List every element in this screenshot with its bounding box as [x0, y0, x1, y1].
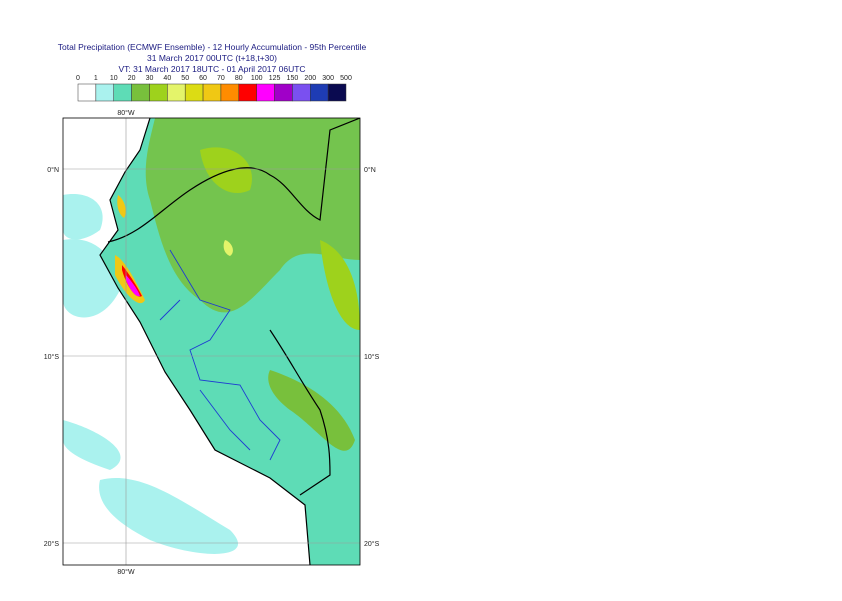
- map-frame: [62, 117, 361, 566]
- colorbar-box: [327, 83, 347, 102]
- colorbar-label: 70: [217, 75, 225, 82]
- title-line: Total Precipitation (ECMWF Ensemble) - 1…: [58, 42, 367, 52]
- colorbar-label: 100: [251, 75, 263, 82]
- colorbar-label: 60: [199, 75, 207, 82]
- colorbar-label: 300: [322, 75, 334, 82]
- lat-label: 20°S: [44, 540, 60, 548]
- colorbar-label: 50: [181, 75, 189, 82]
- colorbar-box: [184, 83, 204, 102]
- colorbar-label: 125: [269, 75, 281, 82]
- colorbar-label: 1: [94, 75, 98, 82]
- map-area: [63, 118, 360, 565]
- colorbar-box: [238, 83, 257, 102]
- colorbar-box: [131, 83, 150, 102]
- colorbar-box: [220, 83, 240, 102]
- colorbar-box: [274, 83, 293, 102]
- colorbar-box: [167, 83, 186, 102]
- colorbar: 0 1 10 20 30 40 50 60 70 80 100 125 150 200 300 500: [76, 75, 352, 102]
- colorbar-box: [256, 83, 275, 102]
- lat-label: 0°N: [47, 166, 59, 174]
- title-line: VT: 31 March 2017 18UTC - 01 April 2017 …: [118, 64, 305, 74]
- colorbar-label: 10: [110, 75, 118, 82]
- colorbar-box: [149, 83, 168, 102]
- lat-label: 20°S: [364, 540, 380, 548]
- colorbar-box: [77, 83, 97, 102]
- colorbar-box: [113, 83, 132, 102]
- title-line: 31 March 2017 00UTC (t+18,t+30): [147, 53, 277, 63]
- colorbar-label: 500: [340, 75, 352, 82]
- lat-label: 0°N: [364, 166, 376, 174]
- colorbar-label: 200: [304, 75, 316, 82]
- colorbar-label: 20: [128, 75, 136, 82]
- lon-label: 80°W: [117, 568, 135, 576]
- colorbar-label: 30: [146, 75, 154, 82]
- lon-label: 80°W: [117, 109, 135, 117]
- colorbar-box: [292, 83, 311, 102]
- colorbar-box: [95, 83, 114, 102]
- colorbar-label: 150: [287, 75, 299, 82]
- colorbar-label: 40: [163, 75, 171, 82]
- lat-label: 10°S: [364, 353, 380, 361]
- colorbar-label: 0: [76, 75, 80, 82]
- colorbar-label: 80: [235, 75, 243, 82]
- colorbar-box: [310, 83, 329, 102]
- lat-label: 10°S: [44, 353, 60, 361]
- colorbar-box: [202, 83, 222, 102]
